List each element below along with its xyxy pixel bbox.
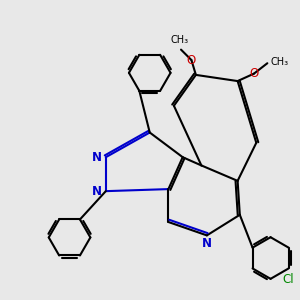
Text: O: O: [187, 53, 196, 67]
Text: N: N: [92, 151, 102, 164]
Text: CH₃: CH₃: [170, 35, 189, 45]
Text: O: O: [249, 67, 259, 80]
Text: Cl: Cl: [283, 273, 294, 286]
Text: N: N: [202, 237, 212, 250]
Text: CH₃: CH₃: [270, 57, 288, 67]
Text: N: N: [92, 185, 102, 198]
